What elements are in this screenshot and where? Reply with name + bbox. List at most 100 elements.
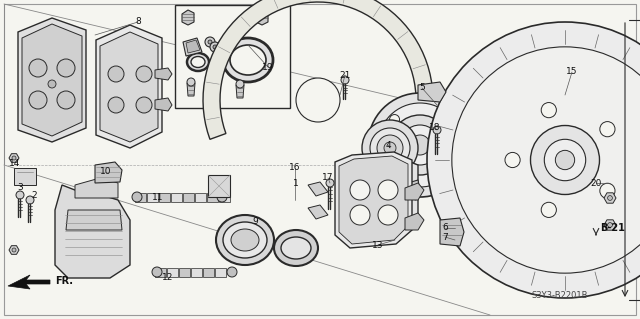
- Circle shape: [427, 22, 640, 298]
- Circle shape: [368, 93, 472, 197]
- Circle shape: [210, 42, 220, 52]
- Polygon shape: [9, 246, 19, 254]
- Text: 5: 5: [419, 84, 425, 93]
- Polygon shape: [187, 83, 195, 96]
- Text: 12: 12: [163, 272, 173, 281]
- Bar: [215, 268, 226, 277]
- Polygon shape: [335, 152, 412, 248]
- Circle shape: [26, 196, 34, 204]
- Text: 18: 18: [429, 123, 441, 132]
- Polygon shape: [66, 210, 122, 230]
- Text: 19: 19: [262, 63, 274, 71]
- Polygon shape: [308, 182, 328, 196]
- Circle shape: [544, 139, 586, 181]
- Text: 16: 16: [289, 164, 301, 173]
- Polygon shape: [604, 193, 616, 203]
- Polygon shape: [75, 178, 118, 198]
- Circle shape: [350, 180, 370, 200]
- Circle shape: [390, 115, 450, 175]
- Bar: [203, 268, 214, 277]
- Circle shape: [57, 59, 75, 77]
- Bar: [155, 268, 166, 277]
- Polygon shape: [22, 24, 82, 136]
- Circle shape: [236, 80, 244, 88]
- Bar: [195, 193, 206, 202]
- Circle shape: [12, 156, 16, 160]
- Circle shape: [600, 122, 615, 137]
- Polygon shape: [155, 98, 172, 111]
- Polygon shape: [18, 18, 86, 142]
- Text: 7: 7: [442, 233, 448, 241]
- Circle shape: [556, 150, 575, 170]
- Circle shape: [108, 97, 124, 113]
- Circle shape: [531, 125, 600, 195]
- Polygon shape: [96, 25, 162, 148]
- Text: 11: 11: [152, 194, 164, 203]
- Bar: [207, 193, 218, 202]
- Circle shape: [205, 37, 215, 47]
- Circle shape: [57, 91, 75, 109]
- Bar: [167, 268, 178, 277]
- Polygon shape: [183, 38, 202, 56]
- Text: 20: 20: [590, 179, 602, 188]
- Polygon shape: [336, 180, 350, 200]
- Polygon shape: [418, 82, 446, 102]
- Circle shape: [217, 192, 227, 202]
- Text: 1: 1: [293, 179, 299, 188]
- Circle shape: [440, 115, 451, 124]
- Text: FR.: FR.: [55, 276, 73, 286]
- Polygon shape: [100, 32, 158, 142]
- Ellipse shape: [216, 215, 274, 265]
- Polygon shape: [406, 180, 420, 200]
- Ellipse shape: [223, 222, 267, 258]
- Polygon shape: [236, 85, 244, 98]
- Circle shape: [227, 267, 237, 277]
- Circle shape: [341, 76, 349, 84]
- Text: 3: 3: [17, 183, 23, 192]
- Circle shape: [29, 59, 47, 77]
- Bar: [219, 193, 230, 202]
- Circle shape: [296, 78, 340, 122]
- Bar: [171, 193, 182, 202]
- Circle shape: [16, 191, 24, 199]
- Text: 15: 15: [566, 68, 578, 77]
- Ellipse shape: [191, 56, 205, 68]
- Bar: [147, 193, 158, 202]
- Circle shape: [440, 166, 451, 175]
- Text: S3Y3-B2201B: S3Y3-B2201B: [532, 291, 589, 300]
- Circle shape: [12, 248, 16, 252]
- Polygon shape: [256, 6, 268, 25]
- Text: B-21: B-21: [600, 223, 625, 233]
- Text: 13: 13: [372, 241, 384, 249]
- Circle shape: [136, 66, 152, 82]
- Polygon shape: [95, 162, 122, 183]
- Ellipse shape: [274, 230, 318, 266]
- Circle shape: [378, 205, 398, 225]
- Circle shape: [378, 180, 398, 200]
- Bar: [135, 193, 146, 202]
- Text: 6: 6: [442, 224, 448, 233]
- Text: 9: 9: [252, 218, 258, 226]
- Circle shape: [350, 205, 370, 225]
- Circle shape: [152, 267, 162, 277]
- Circle shape: [384, 142, 396, 154]
- Polygon shape: [339, 156, 408, 244]
- Circle shape: [326, 179, 334, 187]
- Bar: [191, 268, 202, 277]
- Circle shape: [505, 152, 520, 167]
- Text: 21: 21: [339, 70, 351, 79]
- Polygon shape: [182, 10, 194, 25]
- Polygon shape: [9, 154, 19, 162]
- Circle shape: [377, 135, 403, 161]
- Bar: [179, 268, 190, 277]
- Circle shape: [452, 47, 640, 273]
- Bar: [175, 5, 290, 108]
- Polygon shape: [155, 68, 172, 80]
- Circle shape: [541, 202, 556, 218]
- Text: 2: 2: [31, 190, 37, 199]
- Polygon shape: [8, 275, 50, 289]
- Bar: [159, 193, 170, 202]
- Bar: [183, 193, 194, 202]
- Polygon shape: [55, 185, 130, 278]
- Polygon shape: [405, 183, 424, 200]
